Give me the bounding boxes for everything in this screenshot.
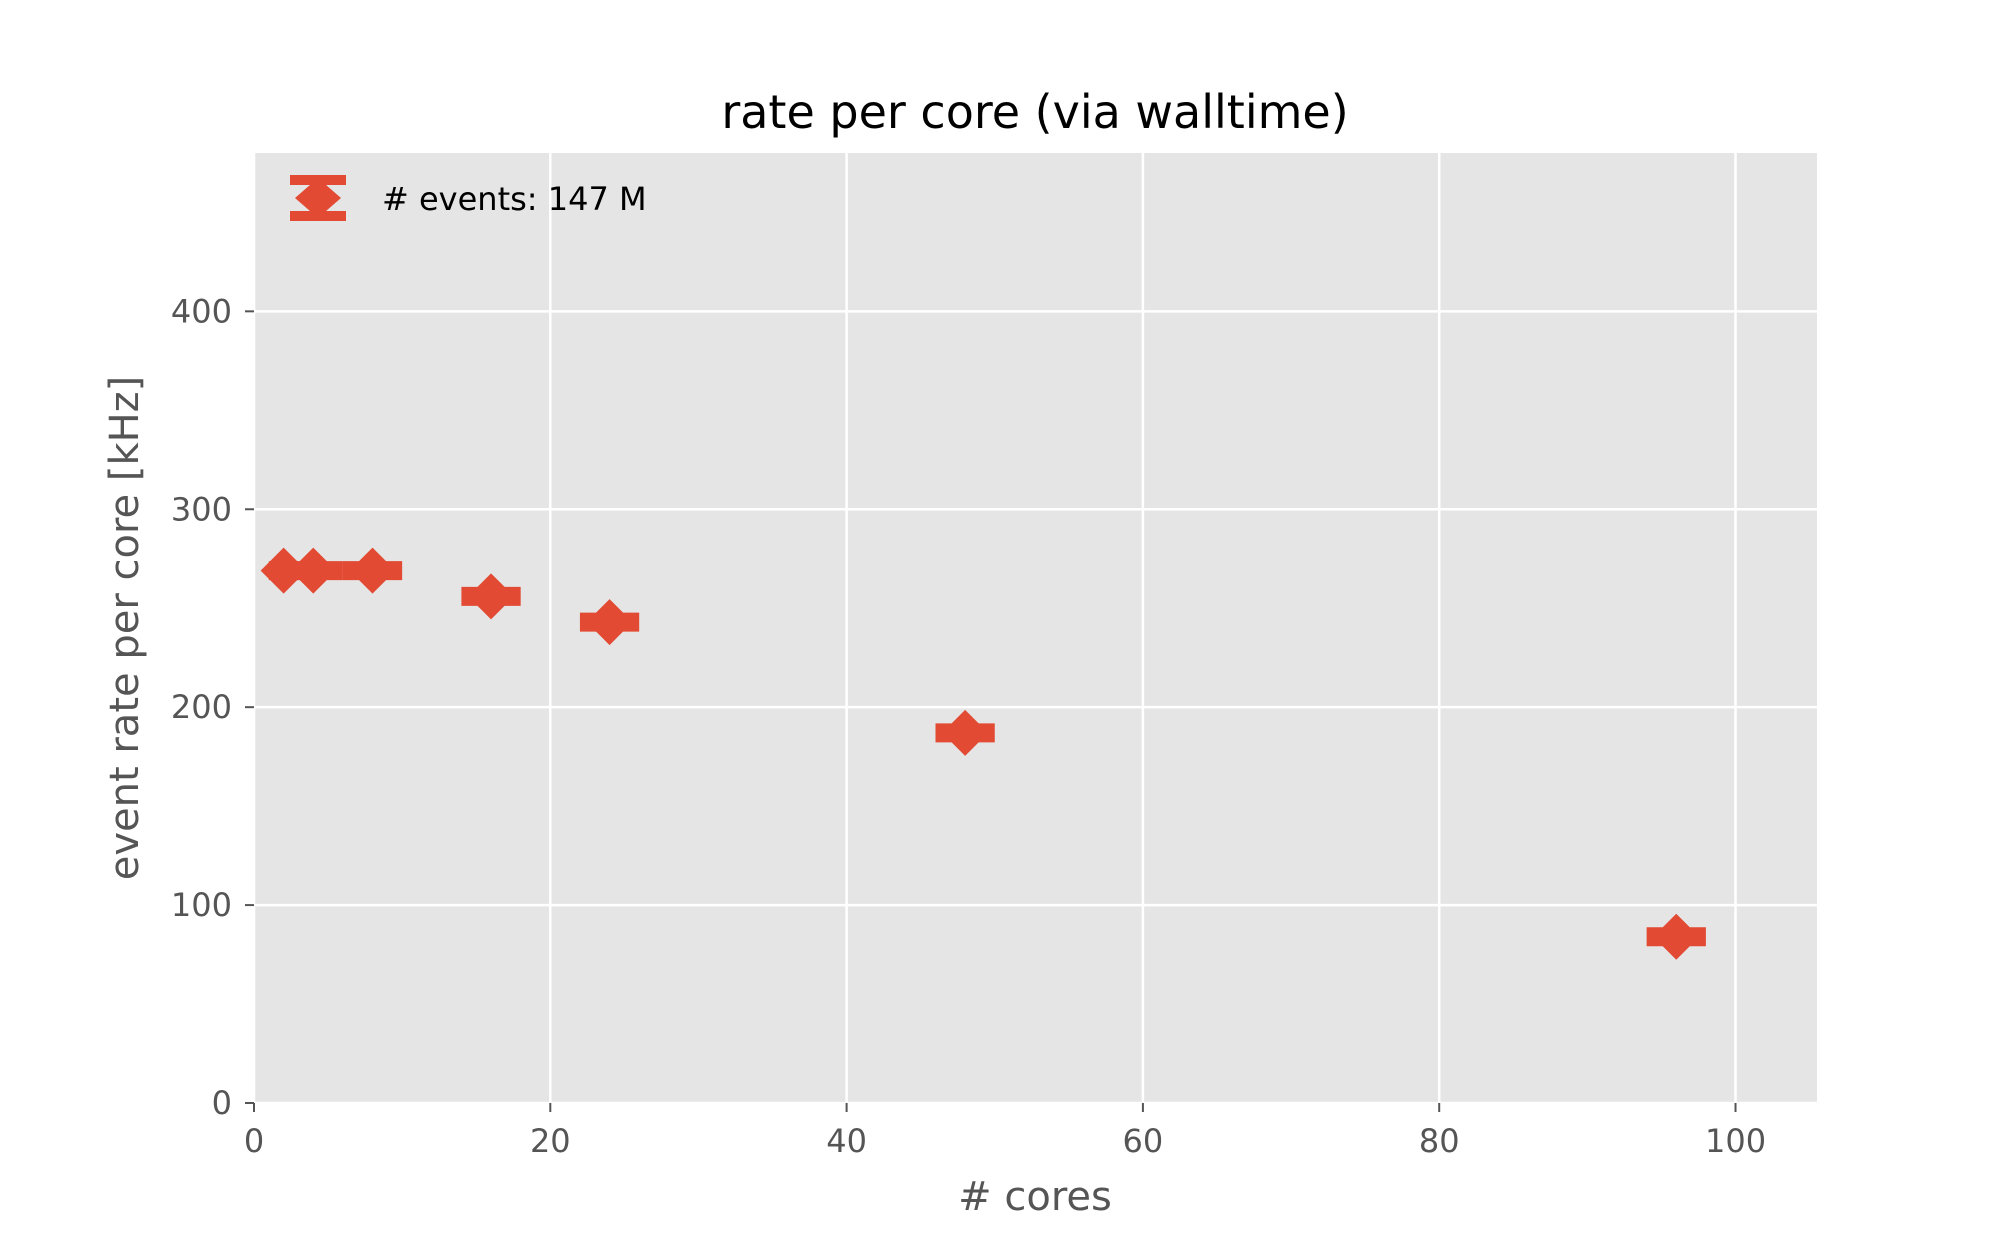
chart-title: rate per core (via walltime) — [721, 85, 1348, 139]
legend-marker — [290, 175, 346, 221]
data-point — [1646, 913, 1706, 960]
data-point — [935, 709, 995, 756]
data-marks — [260, 547, 1706, 960]
y-tick-label: 100 — [171, 886, 232, 924]
diamond-marker — [349, 547, 396, 594]
plot-area — [254, 153, 1817, 1103]
grid-lines — [252, 153, 1817, 1105]
diamond-marker — [942, 709, 989, 756]
x-tick-label: 60 — [1123, 1122, 1164, 1160]
legend-label: # events: 147 M — [382, 180, 647, 218]
y-tick-label: 300 — [171, 490, 232, 528]
diamond-marker — [468, 573, 515, 620]
y-tick-label: 200 — [171, 688, 232, 726]
y-tick-label: 400 — [171, 292, 232, 330]
legend: # events: 147 M — [290, 175, 647, 221]
x-tick-label: 0 — [244, 1122, 264, 1160]
x-tick-label: 100 — [1705, 1122, 1766, 1160]
axes: 0 20 40 60 80 100 0 100 200 300 400 — [171, 292, 1766, 1160]
data-point — [461, 573, 521, 620]
x-tick-label: 20 — [530, 1122, 571, 1160]
y-axis-label: event rate per core [kHz] — [102, 376, 148, 881]
x-axis-label: # cores — [958, 1174, 1112, 1220]
data-point — [283, 547, 343, 594]
diamond-marker — [1653, 913, 1700, 960]
data-point — [579, 599, 640, 646]
x-tick-label: 40 — [826, 1122, 867, 1160]
y-tick-label: 0 — [212, 1084, 232, 1122]
x-tick-label: 80 — [1419, 1122, 1460, 1160]
diamond-marker — [290, 547, 337, 594]
data-point — [342, 547, 403, 594]
diamond-marker — [586, 599, 633, 646]
